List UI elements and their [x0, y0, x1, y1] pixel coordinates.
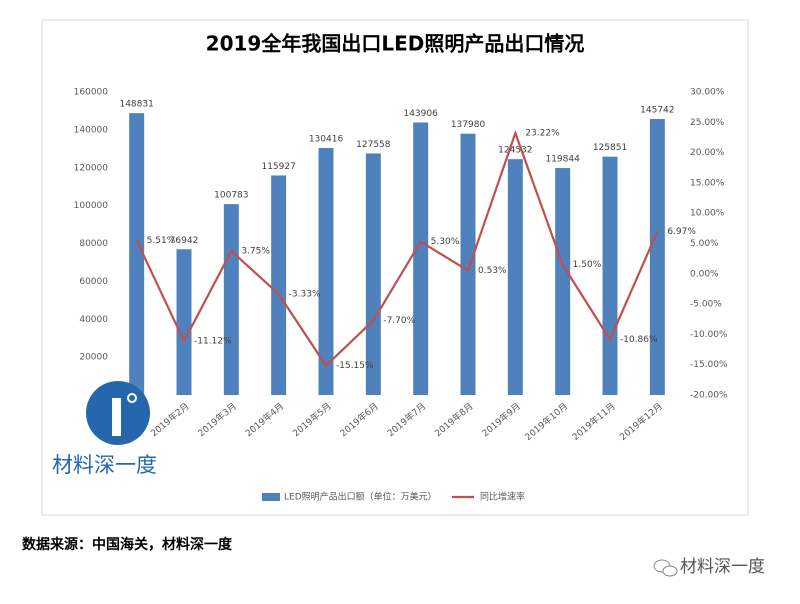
x-tick-label: 2019年3月 [195, 400, 238, 439]
y-tick-label: 160000 [74, 88, 109, 98]
y2-tick-label: 0.00% [690, 269, 719, 279]
line-value-label: 0.53% [478, 266, 507, 276]
bar [271, 175, 287, 395]
y2-tick-label: -5.00% [690, 300, 722, 310]
line-value-label: 1.50% [573, 260, 602, 270]
x-tick-label: 2019年7月 [385, 400, 428, 439]
y2-tick-label: 20.00% [690, 148, 725, 158]
line-value-label: 6.97% [667, 227, 696, 237]
legend-label: 同比增速率 [480, 491, 525, 503]
line-value-label: -15.15% [336, 361, 374, 371]
line-value-label: -3.33% [289, 289, 321, 299]
line-value-label: 5.30% [431, 237, 460, 247]
bar-value-label: 119844 [545, 155, 580, 165]
line-value-label: 3.75% [241, 247, 270, 257]
y-tick-label: 120000 [74, 163, 109, 173]
y2-tick-label: -15.00% [690, 360, 728, 370]
line-value-label: -11.12% [194, 337, 232, 347]
bar [507, 159, 523, 395]
y-tick-label: 140000 [74, 125, 109, 135]
logo-dot [127, 393, 137, 403]
icon-bubble [662, 565, 678, 577]
y-tick-label: 100000 [74, 201, 109, 211]
y2-tick-label: 5.00% [690, 239, 719, 249]
legend-label: LED照明产品出口额（单位：万美元） [284, 491, 437, 503]
chart-frame [41, 19, 749, 516]
bar [129, 113, 145, 395]
bar-value-label: 125851 [593, 143, 627, 153]
wechat-icon [653, 559, 678, 577]
line-value-label: -7.70% [383, 316, 415, 326]
source-note: 数据来源：中国海关，材料深一度 [22, 536, 233, 553]
x-tick-label: 2019年8月 [432, 400, 475, 439]
bar-value-label: 127558 [356, 140, 391, 150]
y2-tick-label: 15.00% [690, 178, 725, 188]
logo [86, 381, 150, 445]
bar-value-label: 115927 [261, 162, 295, 172]
x-tick-label: 2019年10月 [522, 400, 570, 443]
x-tick-label: 2019年9月 [479, 400, 522, 439]
watermark: 材料深一度 [680, 557, 765, 577]
line-value-label: 23.22% [525, 129, 560, 139]
bar-value-label: 137980 [451, 120, 486, 130]
y-tick-label: 60000 [79, 277, 108, 287]
y-tick-label: 80000 [79, 239, 108, 249]
bar-value-label: 100783 [214, 191, 248, 201]
bar-value-label: 145742 [640, 106, 674, 116]
legend-swatch [262, 493, 280, 501]
y2-tick-label: 25.00% [690, 118, 725, 128]
y-tick-label: 20000 [79, 353, 108, 363]
line [135, 129, 659, 368]
bar [413, 122, 429, 395]
bar [555, 168, 571, 395]
bar [223, 204, 239, 395]
bar [602, 156, 618, 395]
bar-value-label: 143906 [403, 109, 438, 119]
y2-tick-label: 30.00% [690, 88, 725, 98]
x-tick-label: 2019年12月 [617, 400, 665, 443]
x-tick-label: 2019年4月 [243, 400, 286, 439]
x-tick-label: 2019年5月 [290, 400, 333, 439]
x-tick-label: 2019年11月 [570, 400, 618, 443]
y2-tick-label: 10.00% [690, 209, 725, 219]
bar [365, 153, 381, 395]
y-tick-label: 40000 [79, 315, 108, 325]
bar-value-label: 124532 [498, 146, 532, 156]
line-value-label: -10.86% [620, 335, 658, 345]
x-tick-label: 2019年2月 [148, 400, 191, 439]
chart-title: 2019全年我国出口LED照明产品出口情况 [206, 32, 585, 56]
plot-area: 20000 40000 60000 80000 100000 120000 140000 16… [74, 88, 728, 443]
bar-value-label: 76942 [170, 236, 199, 246]
y2-tick-label: -20.00% [690, 391, 728, 401]
bar [649, 119, 665, 395]
bar-value-label: 148831 [119, 100, 153, 110]
line-value-label: 5.51% [147, 236, 176, 246]
bar [460, 133, 476, 395]
logo-bar [112, 398, 121, 436]
bar-value-label: 130416 [309, 135, 344, 145]
y2-tick-label: -10.00% [690, 330, 728, 340]
x-tick-label: 2019年6月 [337, 400, 380, 439]
logo-text: 材料深一度 [52, 453, 157, 477]
bar [176, 249, 192, 395]
bar [318, 148, 334, 395]
